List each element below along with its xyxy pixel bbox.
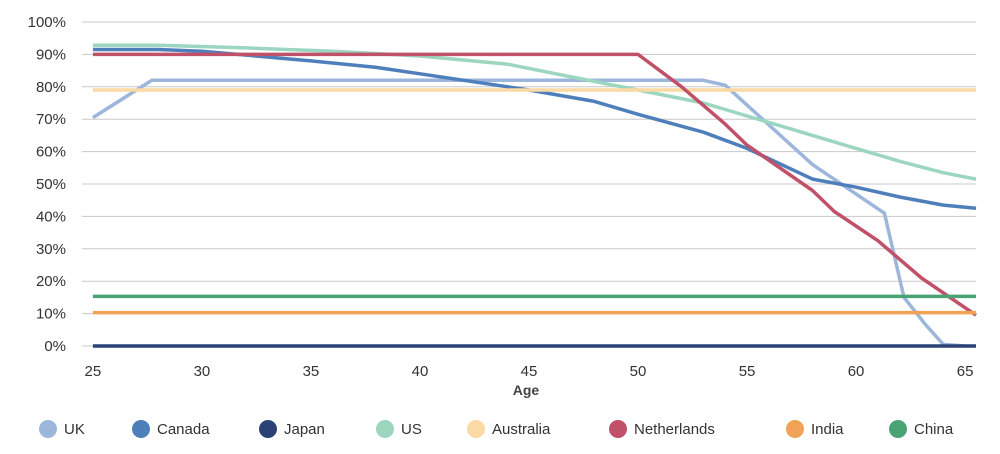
legend-marker	[132, 420, 150, 438]
y-tick-label: 90%	[36, 46, 66, 63]
x-tick-label: 25	[85, 363, 102, 380]
x-tick-label: 60	[848, 363, 865, 380]
legend-marker	[259, 420, 277, 438]
legend-label: China	[914, 421, 954, 438]
x-tick-label: 55	[739, 363, 756, 380]
y-tick-label: 80%	[36, 79, 66, 96]
x-axis-title: Age	[513, 382, 540, 398]
legend-label: UK	[64, 421, 85, 438]
legend-marker	[889, 420, 907, 438]
y-tick-label: 10%	[36, 306, 66, 323]
legend-item-canada: Canada	[132, 420, 210, 438]
legend-label: Canada	[157, 421, 210, 438]
legend-label: Netherlands	[634, 421, 715, 438]
x-tick-label: 45	[521, 363, 538, 380]
series-line-us	[92, 43, 977, 181]
x-tick-label: 50	[630, 363, 647, 380]
legend-label: India	[811, 421, 844, 438]
legend-label: Japan	[284, 421, 325, 438]
legend-item-india: India	[786, 420, 844, 438]
legend-item-china: China	[889, 420, 954, 438]
x-tick-label: 35	[303, 363, 320, 380]
y-tick-label: 0%	[44, 338, 66, 355]
legend-label: US	[401, 421, 422, 438]
series-line-netherlands	[92, 52, 977, 317]
series-line-uk	[91, 78, 966, 348]
legend-item-australia: Australia	[467, 420, 551, 438]
y-tick-label: 20%	[36, 273, 66, 290]
legend-label: Australia	[492, 421, 551, 438]
legend-item-us: US	[376, 420, 422, 438]
legend: UK Canada Japan US Australia Netherlands India…	[39, 420, 954, 438]
x-axis-ticks: 25 30 35 40 45 50 55 60 65	[85, 363, 974, 380]
y-axis-ticks: 0% 10% 20% 30% 40% 50% 60% 70% 80% 90% 100%	[28, 14, 66, 355]
series-lines	[91, 43, 977, 348]
legend-item-uk: UK	[39, 420, 85, 438]
y-tick-label: 30%	[36, 241, 66, 258]
legend-marker	[786, 420, 804, 438]
y-tick-label: 60%	[36, 144, 66, 161]
x-tick-label: 40	[412, 363, 429, 380]
x-tick-label: 65	[957, 363, 974, 380]
legend-marker	[467, 420, 485, 438]
x-tick-label: 30	[194, 363, 211, 380]
y-tick-label: 70%	[36, 111, 66, 128]
legend-item-netherlands: Netherlands	[609, 420, 715, 438]
y-tick-label: 50%	[36, 176, 66, 193]
legend-marker	[39, 420, 57, 438]
legend-marker	[609, 420, 627, 438]
legend-marker	[376, 420, 394, 438]
y-tick-label: 40%	[36, 208, 66, 225]
y-tick-label: 100%	[28, 14, 66, 31]
legend-item-japan: Japan	[259, 420, 325, 438]
